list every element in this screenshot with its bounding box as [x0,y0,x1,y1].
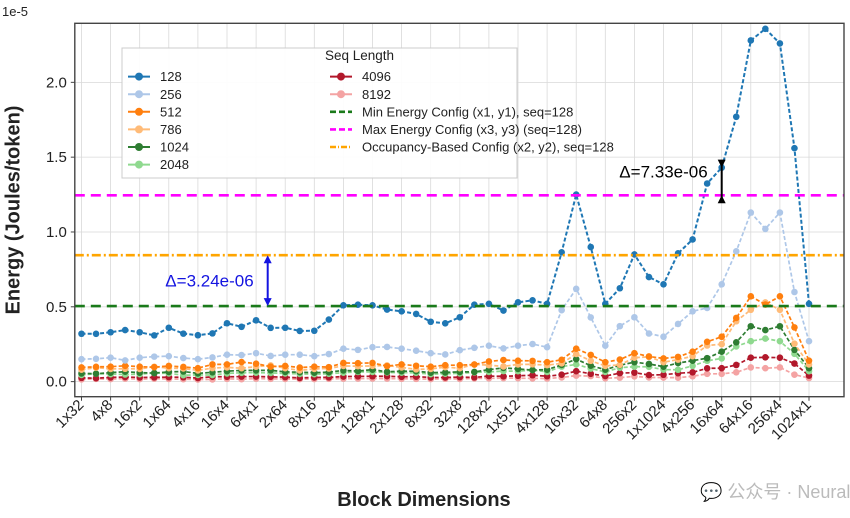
svg-text:Min Energy Config (x1, y1), se: Min Energy Config (x1, y1), seq=128 [362,104,573,119]
svg-text:Seq Length: Seq Length [325,48,394,63]
svg-text:1e-5: 1e-5 [2,4,28,19]
svg-text:4096: 4096 [362,69,391,84]
svg-text:Occupancy-Based Config (x2, y2: Occupancy-Based Config (x2, y2), seq=128 [362,140,614,155]
svg-text:512: 512 [160,104,182,119]
svg-text:8192: 8192 [362,87,391,102]
svg-text:Max Energy Config (x3, y3) (se: Max Energy Config (x3, y3) (seq=128) [362,122,582,137]
svg-text:786: 786 [160,122,182,137]
svg-text:256: 256 [160,87,182,102]
svg-text:1.0: 1.0 [46,224,67,241]
svg-text:2.0: 2.0 [46,74,67,91]
svg-text:Δ=3.24e-06: Δ=3.24e-06 [165,272,253,291]
svg-text:1024: 1024 [160,140,189,155]
svg-text:2048: 2048 [160,157,189,172]
svg-text:128: 128 [160,69,182,84]
svg-text:0.0: 0.0 [46,374,67,391]
svg-text:Δ=7.33e-06: Δ=7.33e-06 [619,163,707,182]
svg-text:1.5: 1.5 [46,149,67,166]
svg-text:0.5: 0.5 [46,299,67,316]
